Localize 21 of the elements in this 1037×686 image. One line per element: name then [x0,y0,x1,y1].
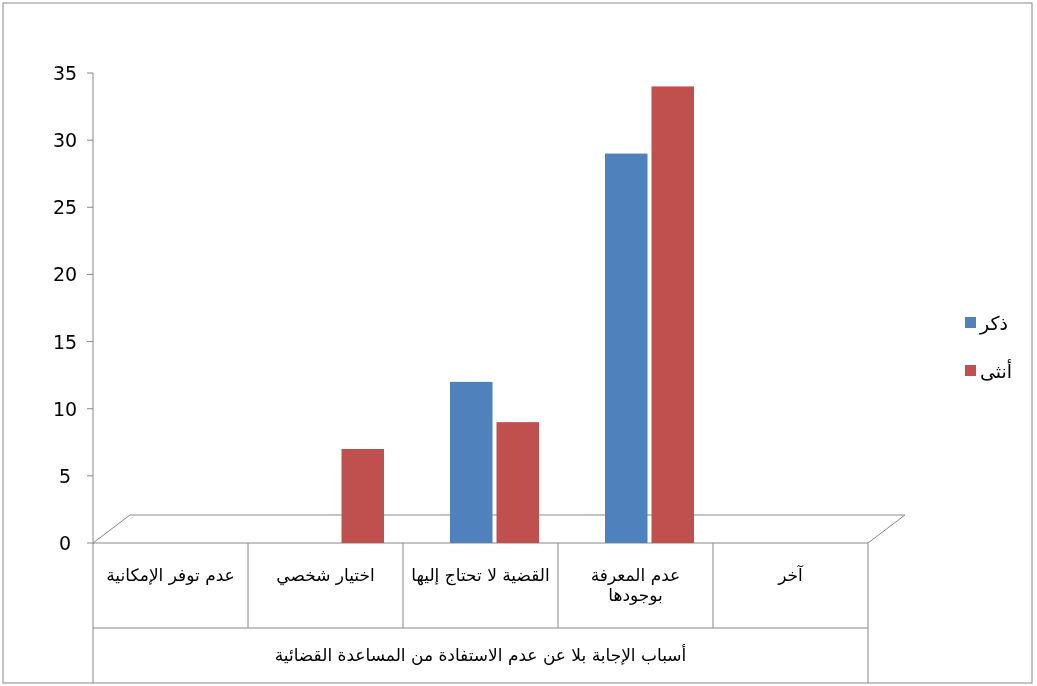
bar [605,153,648,543]
x-tick-label: عدم توفر الإمكانية [105,565,236,585]
bar [450,381,493,543]
x-tick-label: اختيار شخصي [275,565,376,585]
y-tick-label: 25 [52,196,78,219]
y-tick-label: 15 [52,330,78,353]
x-axis-title: أسباب الإجابة بلا عن عدم الاستفادة من المساعدة القضائية [273,645,688,665]
y-tick-label: 0 [58,532,72,554]
x-tick-label: عدم المعرفة بوجودها [589,565,682,605]
legend-label: أنثى [980,360,1014,382]
y-tick-label: 20 [52,263,78,286]
y-tick-label: 35 [52,62,78,84]
y-tick-label: 5 [58,464,72,487]
y-tick-label: 30 [52,129,78,152]
x-tick-label: القضية لا تحتاج إليها [411,565,550,585]
bar [341,449,384,543]
legend-label: ذكر [980,312,1009,334]
bar [651,86,694,543]
bar [496,422,539,543]
x-tick-label: آخر [776,565,805,585]
y-tick-label: 10 [52,397,78,420]
